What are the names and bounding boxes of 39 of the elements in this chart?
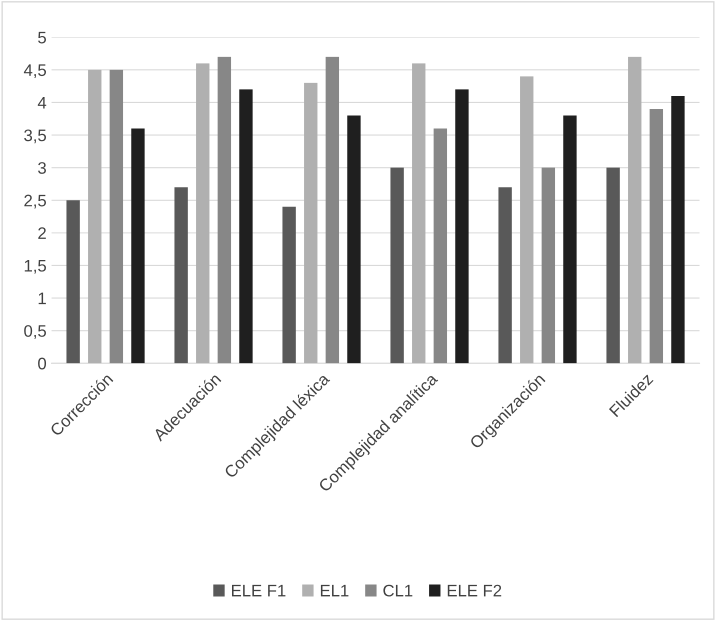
bar <box>88 70 102 364</box>
y-tick-label: 2 <box>38 227 46 239</box>
bar <box>650 108 664 364</box>
y-tick-label: 0,5 <box>24 325 46 339</box>
y-tick-label: 1 <box>38 292 46 304</box>
y-tick-label: 4,5 <box>24 64 46 78</box>
bar <box>455 89 469 364</box>
bar <box>174 187 188 364</box>
bar <box>304 82 318 364</box>
bar <box>606 168 620 364</box>
bar <box>110 70 124 364</box>
y-tick-label: 1,5 <box>24 260 46 274</box>
legend-label: CL1 <box>383 584 412 596</box>
bar <box>347 116 361 364</box>
bar <box>282 206 296 364</box>
y-tick-label: 2,5 <box>24 194 46 208</box>
bar <box>434 128 448 364</box>
y-tick-label: 0 <box>38 358 46 370</box>
bar <box>196 63 210 364</box>
legend-label: EL1 <box>320 584 348 596</box>
bar <box>498 187 512 364</box>
bar <box>628 56 642 364</box>
y-tick-label: 3,5 <box>24 129 46 144</box>
bar <box>390 168 404 364</box>
bar <box>520 76 534 364</box>
legend-label: ELE F1 <box>232 584 286 596</box>
bar <box>412 63 426 364</box>
bar <box>131 128 145 364</box>
bar <box>218 56 232 364</box>
bar <box>563 116 577 364</box>
y-tick-label: 3 <box>38 162 46 174</box>
bar <box>326 56 340 364</box>
legend-label: ELE F2 <box>448 584 502 596</box>
y-tick-label: 4 <box>38 97 46 109</box>
y-tick-label: 5 <box>38 32 46 44</box>
bar <box>671 96 685 364</box>
bar <box>542 168 556 364</box>
bar <box>239 89 253 364</box>
bar <box>66 200 80 364</box>
